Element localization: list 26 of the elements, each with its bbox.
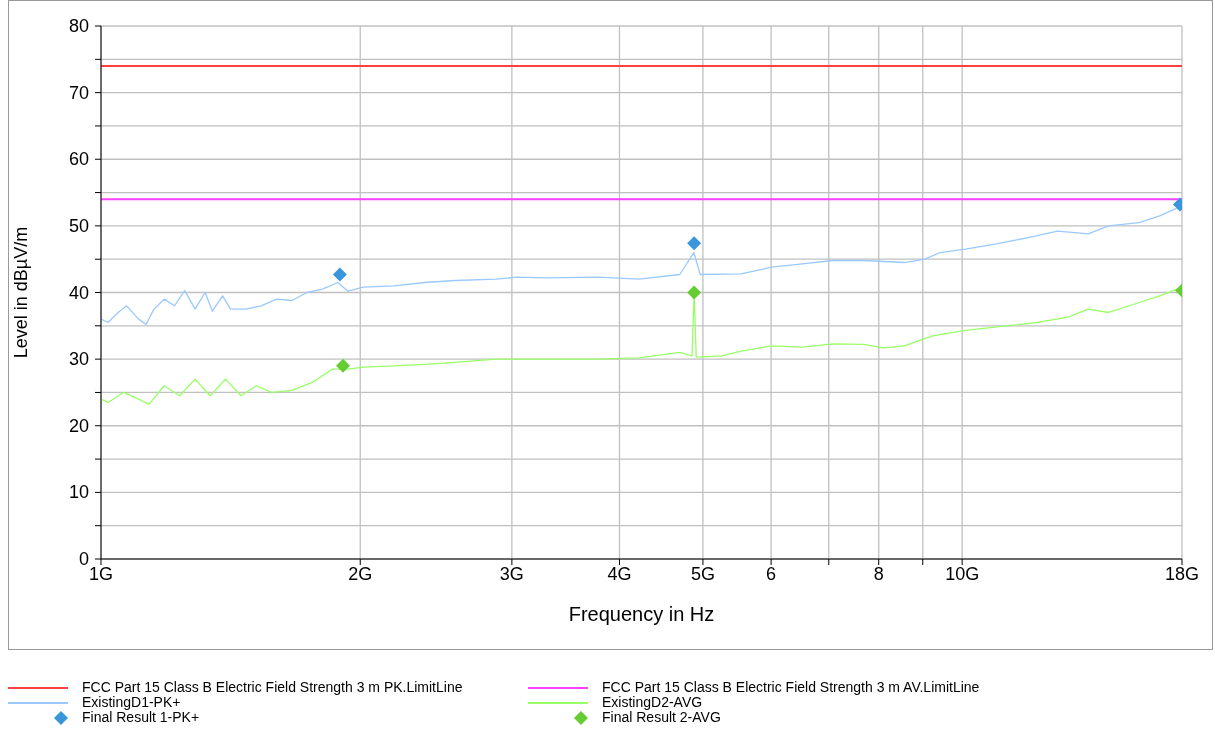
y-tick-label: 70	[68, 82, 89, 103]
x-tick-label: 2G	[348, 563, 373, 584]
x-tick-label: 3G	[499, 563, 524, 584]
y-tick-label: 0	[78, 549, 89, 569]
legend-label: ExistingD2-AVG	[602, 694, 703, 710]
x-tick-label: 10G	[945, 563, 980, 584]
y-tick-label: 10	[68, 482, 89, 503]
x-tick-label: 4G	[607, 563, 632, 584]
legend-label: FCC Part 15 Class B Electric Field Strength 3 m AV.LimitLine	[602, 679, 980, 695]
y-tick-label: 40	[68, 282, 89, 303]
y-tick-label: 50	[68, 215, 89, 236]
legend-label: FCC Part 15 Class B Electric Field Strength 3 m PK.LimitLine	[82, 679, 463, 695]
x-tick-label: 18G	[1164, 563, 1200, 584]
legend-label: Final Result 2-AVG	[602, 709, 721, 725]
x-tick-label: 5G	[690, 563, 715, 584]
x-tick-label: 6	[766, 563, 777, 584]
x-axis-title: Frequency in Hz	[568, 603, 715, 625]
y-axis-title: Level in dBµV/m	[11, 226, 32, 359]
y-tick-label: 80	[68, 16, 89, 36]
legend-label: ExistingD1-PK+	[82, 694, 181, 710]
x-tick-label: 1G	[88, 563, 114, 584]
y-tick-label: 20	[68, 415, 89, 436]
y-tick-label: 60	[68, 149, 89, 170]
x-tick-label: 8	[873, 563, 884, 584]
y-tick-label: 30	[68, 349, 89, 370]
legend-label: Final Result 1-PK+	[82, 709, 200, 725]
